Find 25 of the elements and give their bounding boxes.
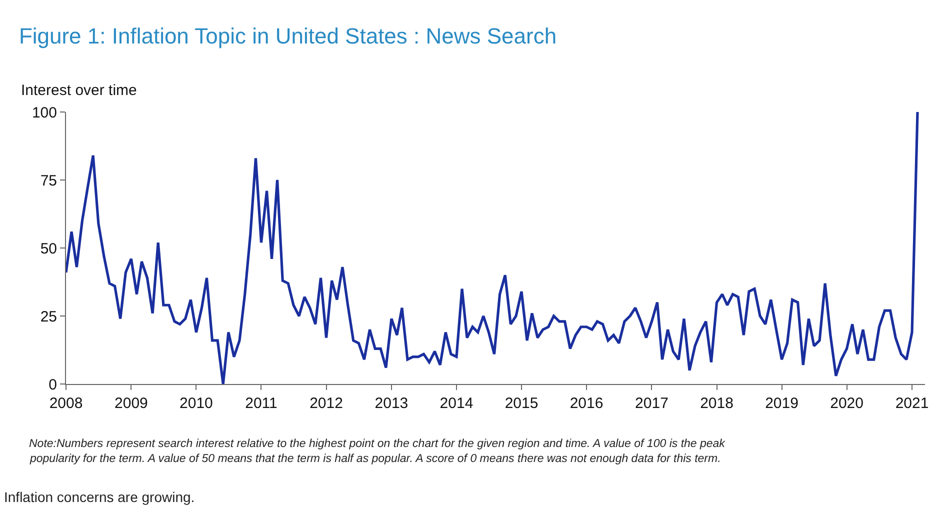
y-tick-label: 75 — [40, 172, 57, 190]
line-series — [66, 112, 919, 384]
text: popularity for the term. A value of 50 means that the term is half as popular. A score of 0 means there was not enough data for this term. — [29, 453, 721, 465]
x-tick-label: 2009 — [114, 395, 148, 412]
chart-title: Figure 1: Inflation Topic in United States : News Search — [18, 23, 557, 48]
x-tick-label: 2020 — [830, 395, 864, 412]
x-tick-label: 2019 — [765, 395, 798, 412]
x-tick-label: 2013 — [374, 395, 408, 412]
y-tick-label: 50 — [40, 240, 57, 258]
x-tick-label: 2017 — [635, 395, 668, 412]
x-tick-label: 2016 — [570, 395, 604, 412]
x-tick-label: 2014 — [440, 395, 474, 412]
y-tick-label: 100 — [32, 104, 57, 122]
y-tick-label: 25 — [40, 308, 57, 326]
text: Note:Numbers represent search interest relative to the highest point on the chart for the given region and time. A value of 100 is the peak — [29, 438, 726, 450]
y-tick-label: 0 — [48, 376, 57, 394]
x-tick-label: 2015 — [504, 395, 538, 412]
x-tick-label: 2021 — [895, 395, 929, 412]
y-axis-title: Interest over time — [21, 82, 137, 99]
text: Inflation concerns are growing. — [4, 489, 195, 505]
x-tick-label: 2010 — [180, 395, 213, 412]
x-tick-label: 2012 — [310, 395, 343, 412]
x-tick-label: 2011 — [245, 395, 278, 412]
x-tick-label: 2008 — [49, 395, 83, 412]
x-tick-label: 2018 — [700, 395, 734, 412]
